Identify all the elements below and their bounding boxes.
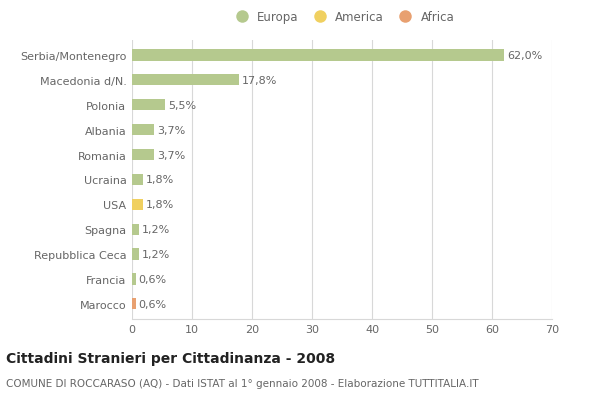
- Legend: Europa, America, Africa: Europa, America, Africa: [230, 11, 454, 24]
- Bar: [132, 299, 136, 310]
- Text: 1,8%: 1,8%: [146, 200, 174, 210]
- Text: Cittadini Stranieri per Cittadinanza - 2008: Cittadini Stranieri per Cittadinanza - 2…: [6, 351, 335, 365]
- Bar: [132, 174, 143, 186]
- Text: 3,7%: 3,7%: [157, 125, 185, 135]
- Text: 3,7%: 3,7%: [157, 150, 185, 160]
- Bar: [132, 75, 239, 86]
- Text: 1,8%: 1,8%: [146, 175, 174, 185]
- Bar: [132, 50, 504, 61]
- Text: COMUNE DI ROCCARASO (AQ) - Dati ISTAT al 1° gennaio 2008 - Elaborazione TUTTITAL: COMUNE DI ROCCARASO (AQ) - Dati ISTAT al…: [6, 378, 479, 389]
- Text: 1,2%: 1,2%: [142, 249, 170, 259]
- Text: 17,8%: 17,8%: [242, 76, 277, 85]
- Text: 62,0%: 62,0%: [507, 51, 542, 61]
- Bar: [132, 125, 154, 136]
- Bar: [132, 100, 165, 111]
- Bar: [132, 150, 154, 161]
- Bar: [132, 249, 139, 260]
- Text: 0,6%: 0,6%: [139, 299, 167, 309]
- Bar: [132, 199, 143, 210]
- Bar: [132, 224, 139, 235]
- Text: 0,6%: 0,6%: [139, 274, 167, 284]
- Text: 1,2%: 1,2%: [142, 225, 170, 235]
- Text: 5,5%: 5,5%: [168, 101, 196, 110]
- Bar: [132, 274, 136, 285]
